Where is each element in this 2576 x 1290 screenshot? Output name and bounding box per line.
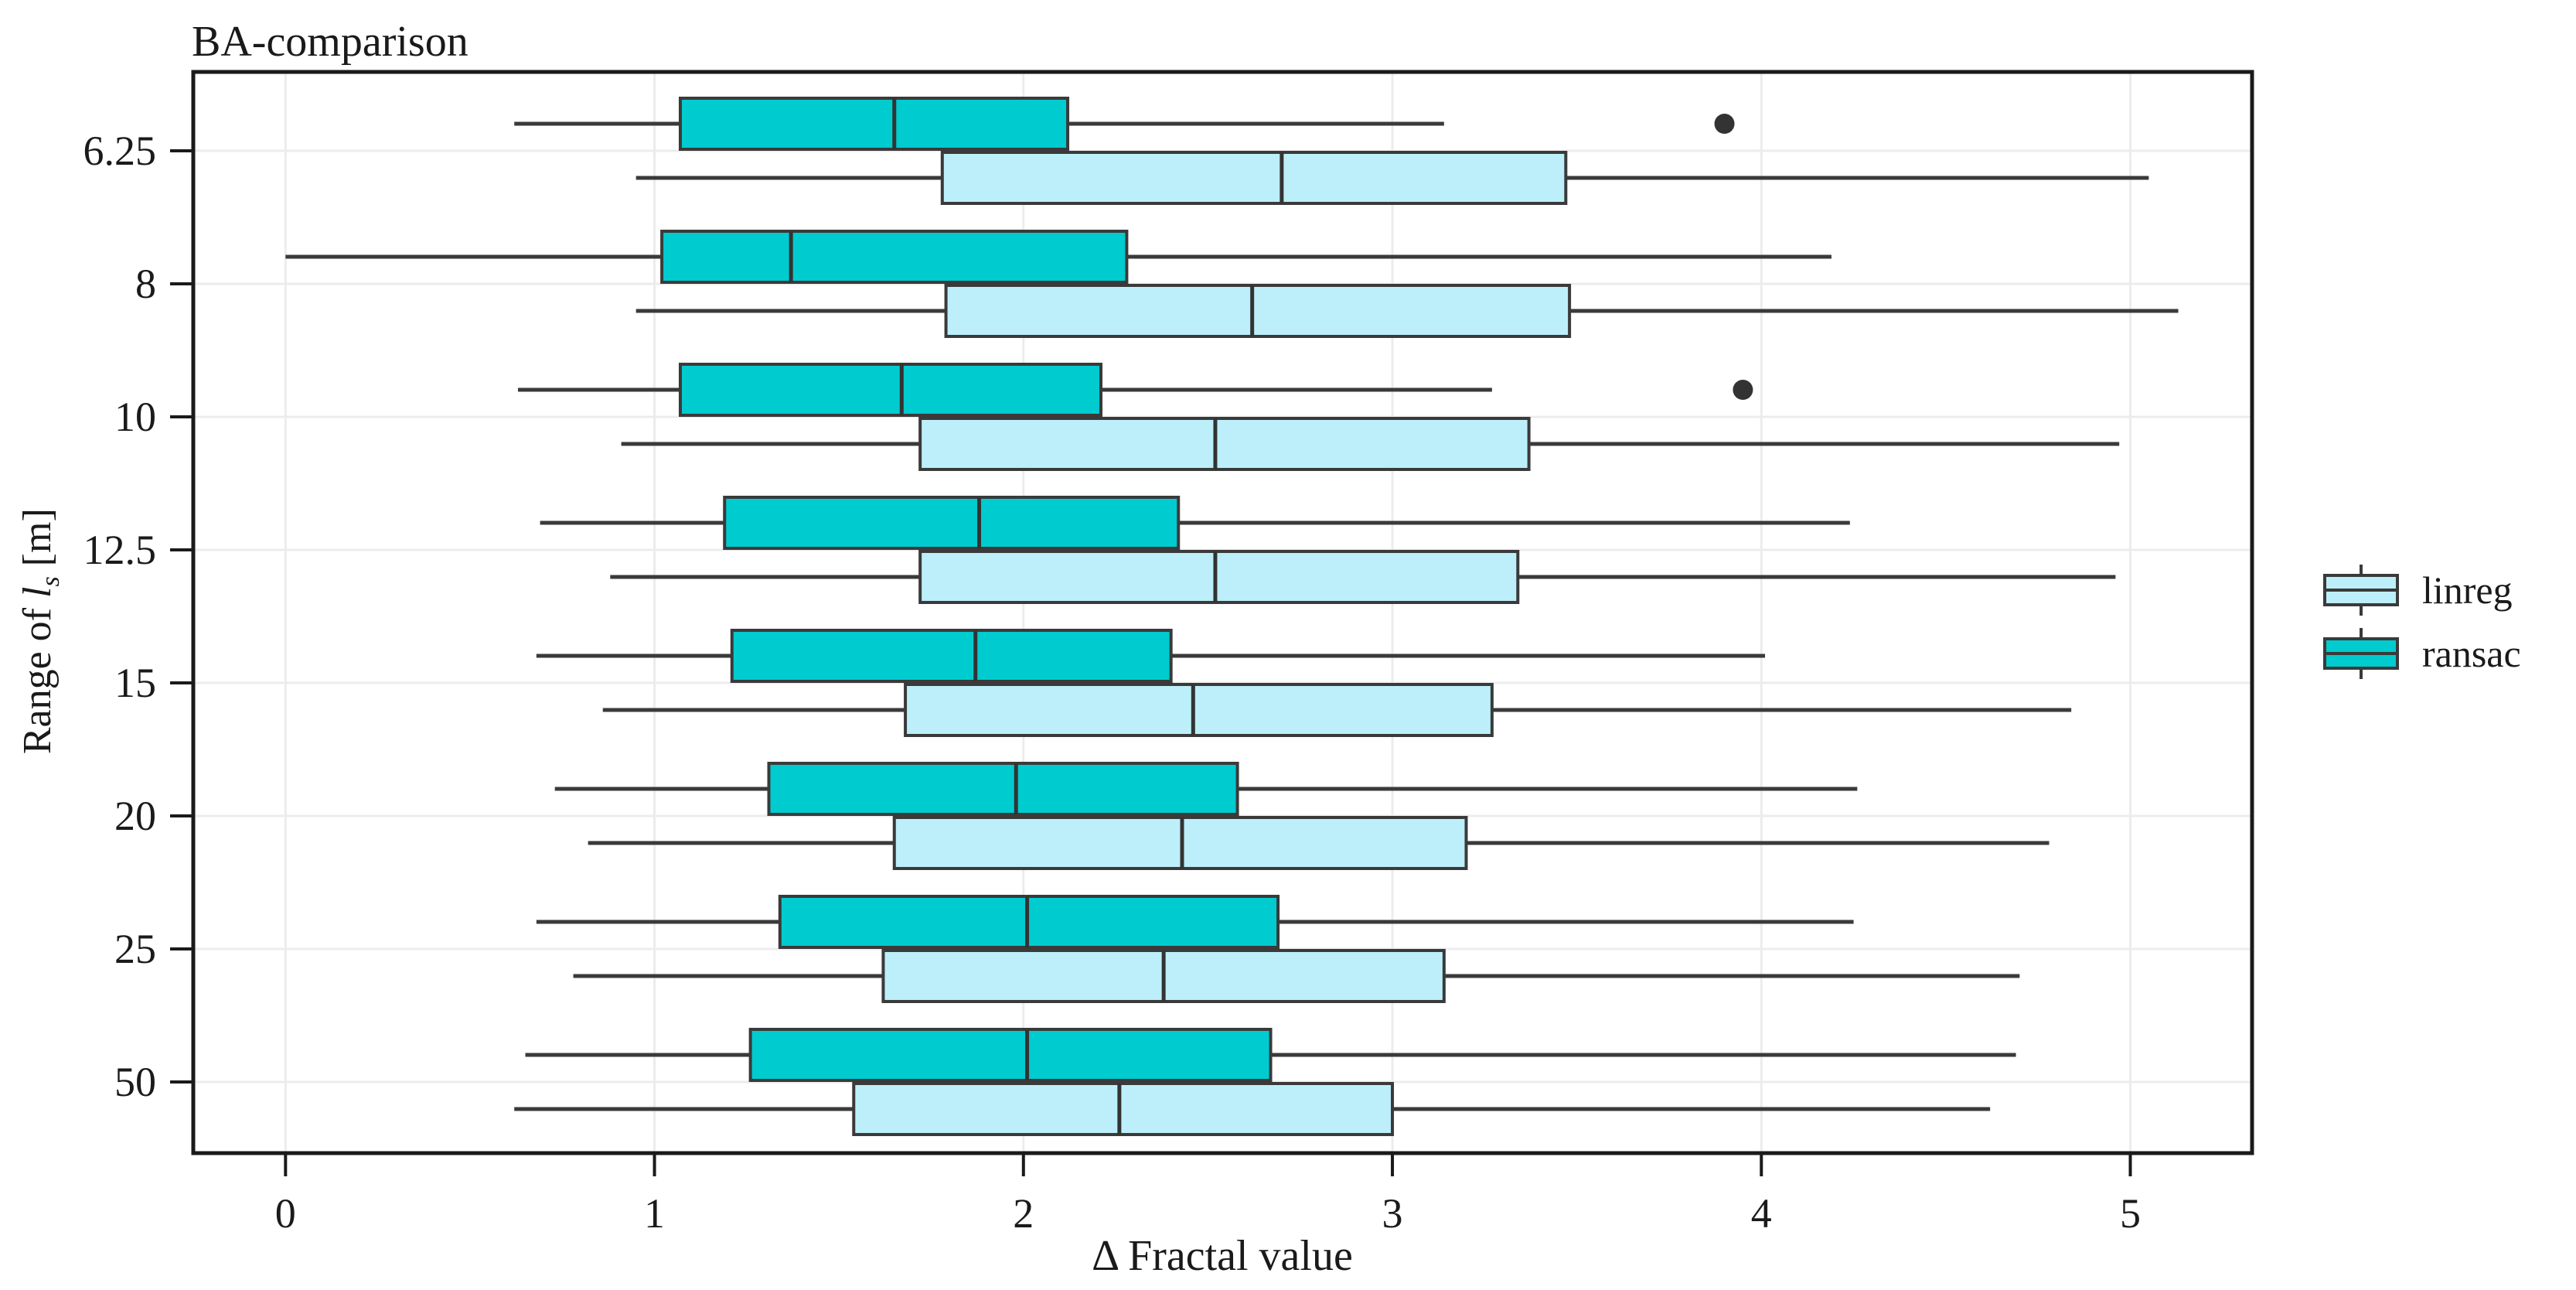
y-tick-label-50: 50 xyxy=(114,1059,156,1105)
box-linreg-50 xyxy=(852,1082,1395,1136)
legend-label-linreg: linreg xyxy=(2422,568,2513,612)
box-ransac-15 xyxy=(730,629,1173,683)
x-tick-label-4: 4 xyxy=(1750,1190,1772,1237)
outlier-point-ransac xyxy=(1733,380,1753,400)
legend-swatch-ransac-boxplot-icon xyxy=(2323,628,2399,679)
legend: linreg ransac xyxy=(2323,565,2521,679)
x-tick-label-0: 0 xyxy=(274,1190,296,1237)
legend-item-linreg: linreg xyxy=(2323,565,2521,616)
box-ransac-20 xyxy=(767,762,1239,816)
chart-title: BA-comparison xyxy=(192,18,469,66)
y-tick-label-8: 8 xyxy=(135,261,156,307)
box-ransac-12.5 xyxy=(723,496,1181,550)
legend-swatch-whisker-icon xyxy=(2360,669,2363,679)
box-linreg-8 xyxy=(944,284,1572,338)
legend-swatch-whisker-icon xyxy=(2360,565,2363,575)
box-linreg-12.5 xyxy=(918,550,1520,604)
y-tick-label-10: 10 xyxy=(114,394,156,440)
y-tick-label-20: 20 xyxy=(114,793,156,839)
y-axis-title-variable: l xyxy=(15,586,60,599)
plot-frame xyxy=(191,70,2254,1155)
legend-swatch-whisker-icon xyxy=(2360,606,2363,616)
box-ransac-8 xyxy=(660,230,1129,284)
legend-item-ransac: ransac xyxy=(2323,628,2521,679)
box-ransac-10 xyxy=(678,363,1103,417)
y-tick-label-25: 25 xyxy=(114,926,156,972)
legend-swatch-median-icon xyxy=(2326,652,2396,655)
legend-swatch-median-icon xyxy=(2326,589,2396,592)
outlier-point-ransac xyxy=(1714,114,1735,134)
x-tick-label-1: 1 xyxy=(644,1190,666,1237)
y-tick-label-12.5: 12.5 xyxy=(83,527,157,573)
x-axis-title: Δ Fractal value xyxy=(1092,1232,1353,1280)
box-linreg-6.25 xyxy=(940,151,1568,205)
box-ransac-6.25 xyxy=(678,97,1070,151)
y-tick-label-15: 15 xyxy=(114,660,156,706)
legend-label-ransac: ransac xyxy=(2422,632,2521,675)
x-tick-label-3: 3 xyxy=(1382,1190,1403,1237)
x-tick-label-5: 5 xyxy=(2120,1190,2141,1237)
box-ransac-50 xyxy=(748,1028,1273,1082)
legend-swatch-whisker-icon xyxy=(2360,628,2363,638)
legend-swatch-linreg-boxplot-icon xyxy=(2323,565,2399,616)
x-tick-label-2: 2 xyxy=(1013,1190,1034,1237)
box-linreg-15 xyxy=(904,683,1494,737)
y-axis-title-subscript: s xyxy=(36,576,66,587)
box-linreg-10 xyxy=(918,417,1531,471)
y-tick-label-6.25: 6.25 xyxy=(83,128,157,174)
